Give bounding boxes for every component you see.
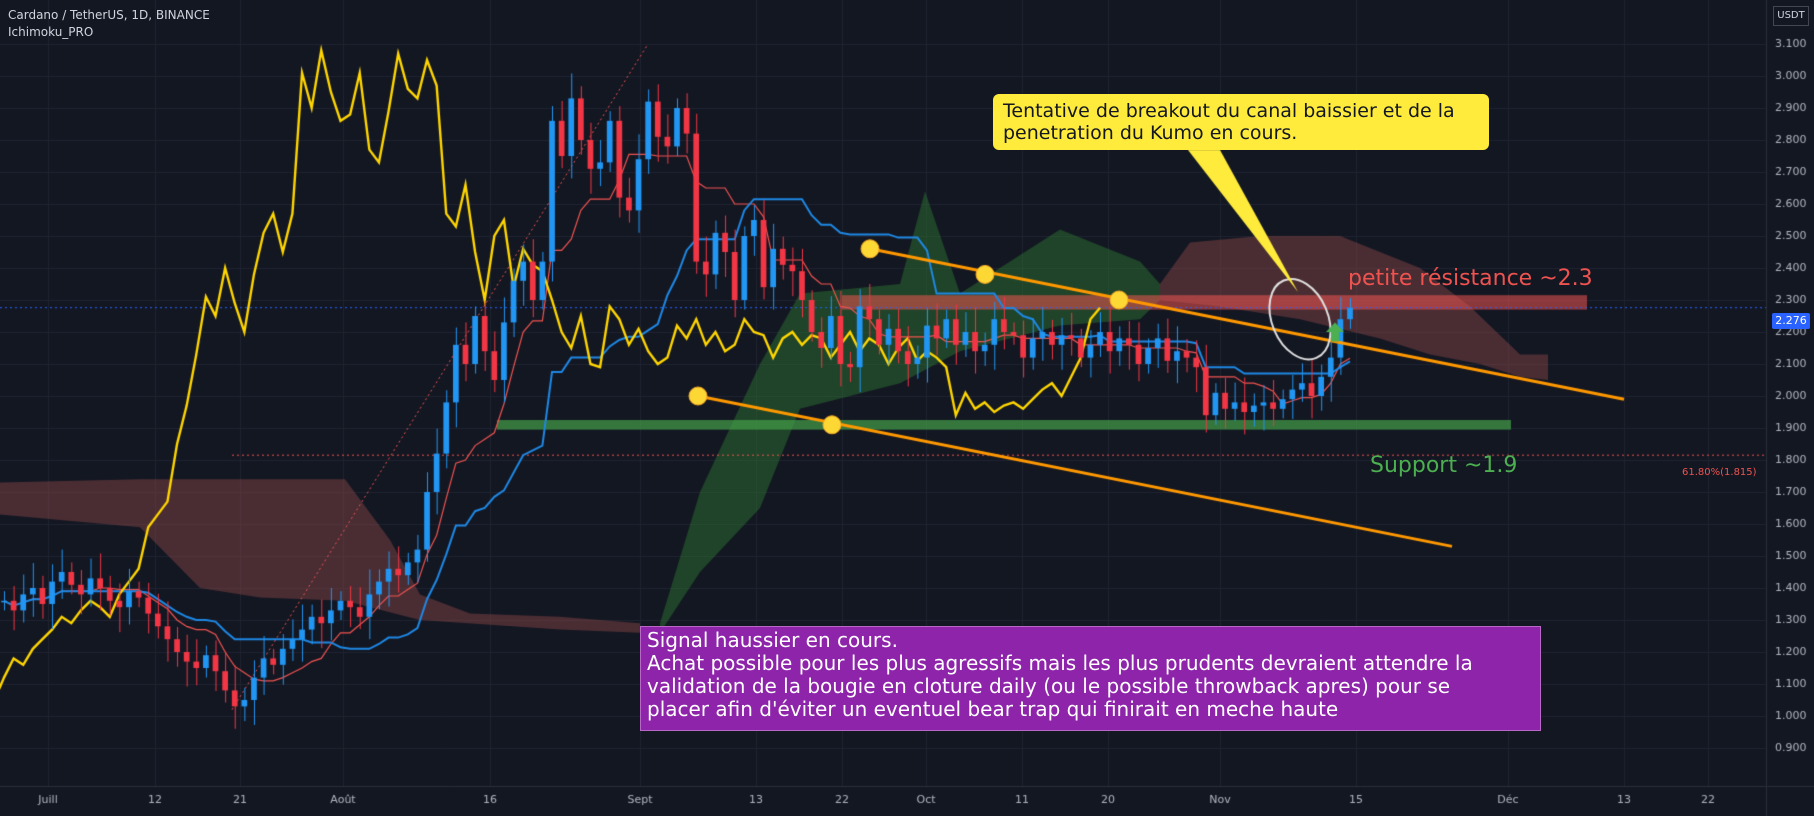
resistance-label: petite résistance ~2.3 — [1348, 266, 1593, 291]
signal-line: Achat possible pour les plus agressifs m… — [647, 651, 1473, 675]
support-label: Support ~1.9 — [1370, 453, 1518, 478]
last-price-tag: 2.276 — [1772, 313, 1810, 329]
symbol-title: Cardano / TetherUS, 1D, BINANCE — [8, 8, 210, 22]
signal-line: validation de la bougie en cloture daily… — [647, 674, 1451, 698]
indicator-name[interactable]: Ichimoku_PRO — [8, 25, 94, 39]
signal-line: placer afin d'éviter un eventuel bear tr… — [647, 697, 1339, 721]
signal-note: Signal haussier en cours. Achat possible… — [640, 626, 1541, 731]
breakout-callout: Tentative de breakout du canal baissier … — [993, 94, 1489, 150]
currency-label[interactable]: USDT — [1773, 6, 1809, 26]
fib-level-label: 61.80%(1.815) — [1682, 467, 1757, 478]
signal-line: Signal haussier en cours. — [647, 628, 898, 652]
